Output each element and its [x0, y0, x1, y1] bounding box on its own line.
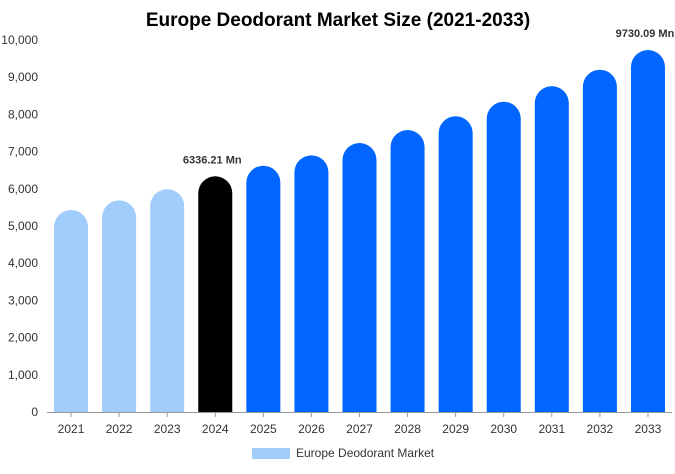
bar-2026 — [294, 155, 329, 412]
data-labels-group: 6336.21 Mn 9730.09 Mn — [183, 28, 675, 166]
y-tick-label: 4,000 — [8, 256, 38, 270]
y-tick-label: 0 — [31, 405, 38, 419]
x-tick-label: 2023 — [154, 422, 181, 436]
bar-2033 — [630, 50, 665, 412]
y-tick-label: 2,000 — [8, 331, 38, 345]
x-tick-label: 2026 — [298, 422, 325, 436]
data-label-2024: 6336.21 Mn — [183, 154, 242, 166]
x-tick-label: 2030 — [490, 422, 517, 436]
bar-2028 — [390, 130, 425, 413]
bar-2022 — [102, 200, 137, 412]
y-tick-label: 7,000 — [8, 145, 38, 159]
y-axis: 0 1,000 2,000 3,000 4,000 5,000 6,000 7,000 8,00… — [1, 33, 38, 419]
bar-2031 — [534, 86, 569, 412]
x-tick-label: 2025 — [250, 422, 277, 436]
x-tick-label: 2021 — [58, 422, 85, 436]
bar-2032 — [582, 69, 617, 412]
x-tick-label: 2029 — [442, 422, 469, 436]
x-tick-label: 2033 — [635, 422, 662, 436]
bar-2021 — [54, 210, 89, 412]
data-label-2033: 9730.09 Mn — [616, 28, 675, 40]
bar-2027 — [342, 143, 377, 412]
x-axis: 2021 2022 2023 2024 2025 2026 2027 2028 2029 2030… — [47, 412, 672, 436]
bar-2029 — [438, 116, 473, 412]
bar-2023 — [150, 189, 185, 412]
x-tick-label: 2028 — [394, 422, 421, 436]
y-tick-label: 3,000 — [8, 293, 38, 307]
legend: Europe Deodorant Market — [252, 446, 435, 460]
legend-swatch — [252, 448, 290, 459]
x-tick-label: 2032 — [587, 422, 614, 436]
bar-2025 — [246, 165, 281, 412]
y-tick-label: 8,000 — [8, 107, 38, 121]
bar-2030 — [486, 101, 521, 412]
y-tick-label: 10,000 — [1, 33, 38, 47]
bars-group — [54, 50, 665, 413]
y-tick-label: 6,000 — [8, 182, 38, 196]
y-tick-label: 1,000 — [8, 368, 38, 382]
x-tick-label: 2022 — [106, 422, 133, 436]
chart-title: Europe Deodorant Market Size (2021-2033) — [146, 10, 530, 31]
y-tick-label: 5,000 — [8, 219, 38, 233]
legend-label: Europe Deodorant Market — [296, 446, 435, 460]
bar-2024 — [198, 176, 233, 412]
y-tick-label: 9,000 — [8, 70, 38, 84]
x-tick-label: 2031 — [538, 422, 565, 436]
x-tick-label: 2024 — [202, 422, 229, 436]
x-tick-label: 2027 — [346, 422, 373, 436]
